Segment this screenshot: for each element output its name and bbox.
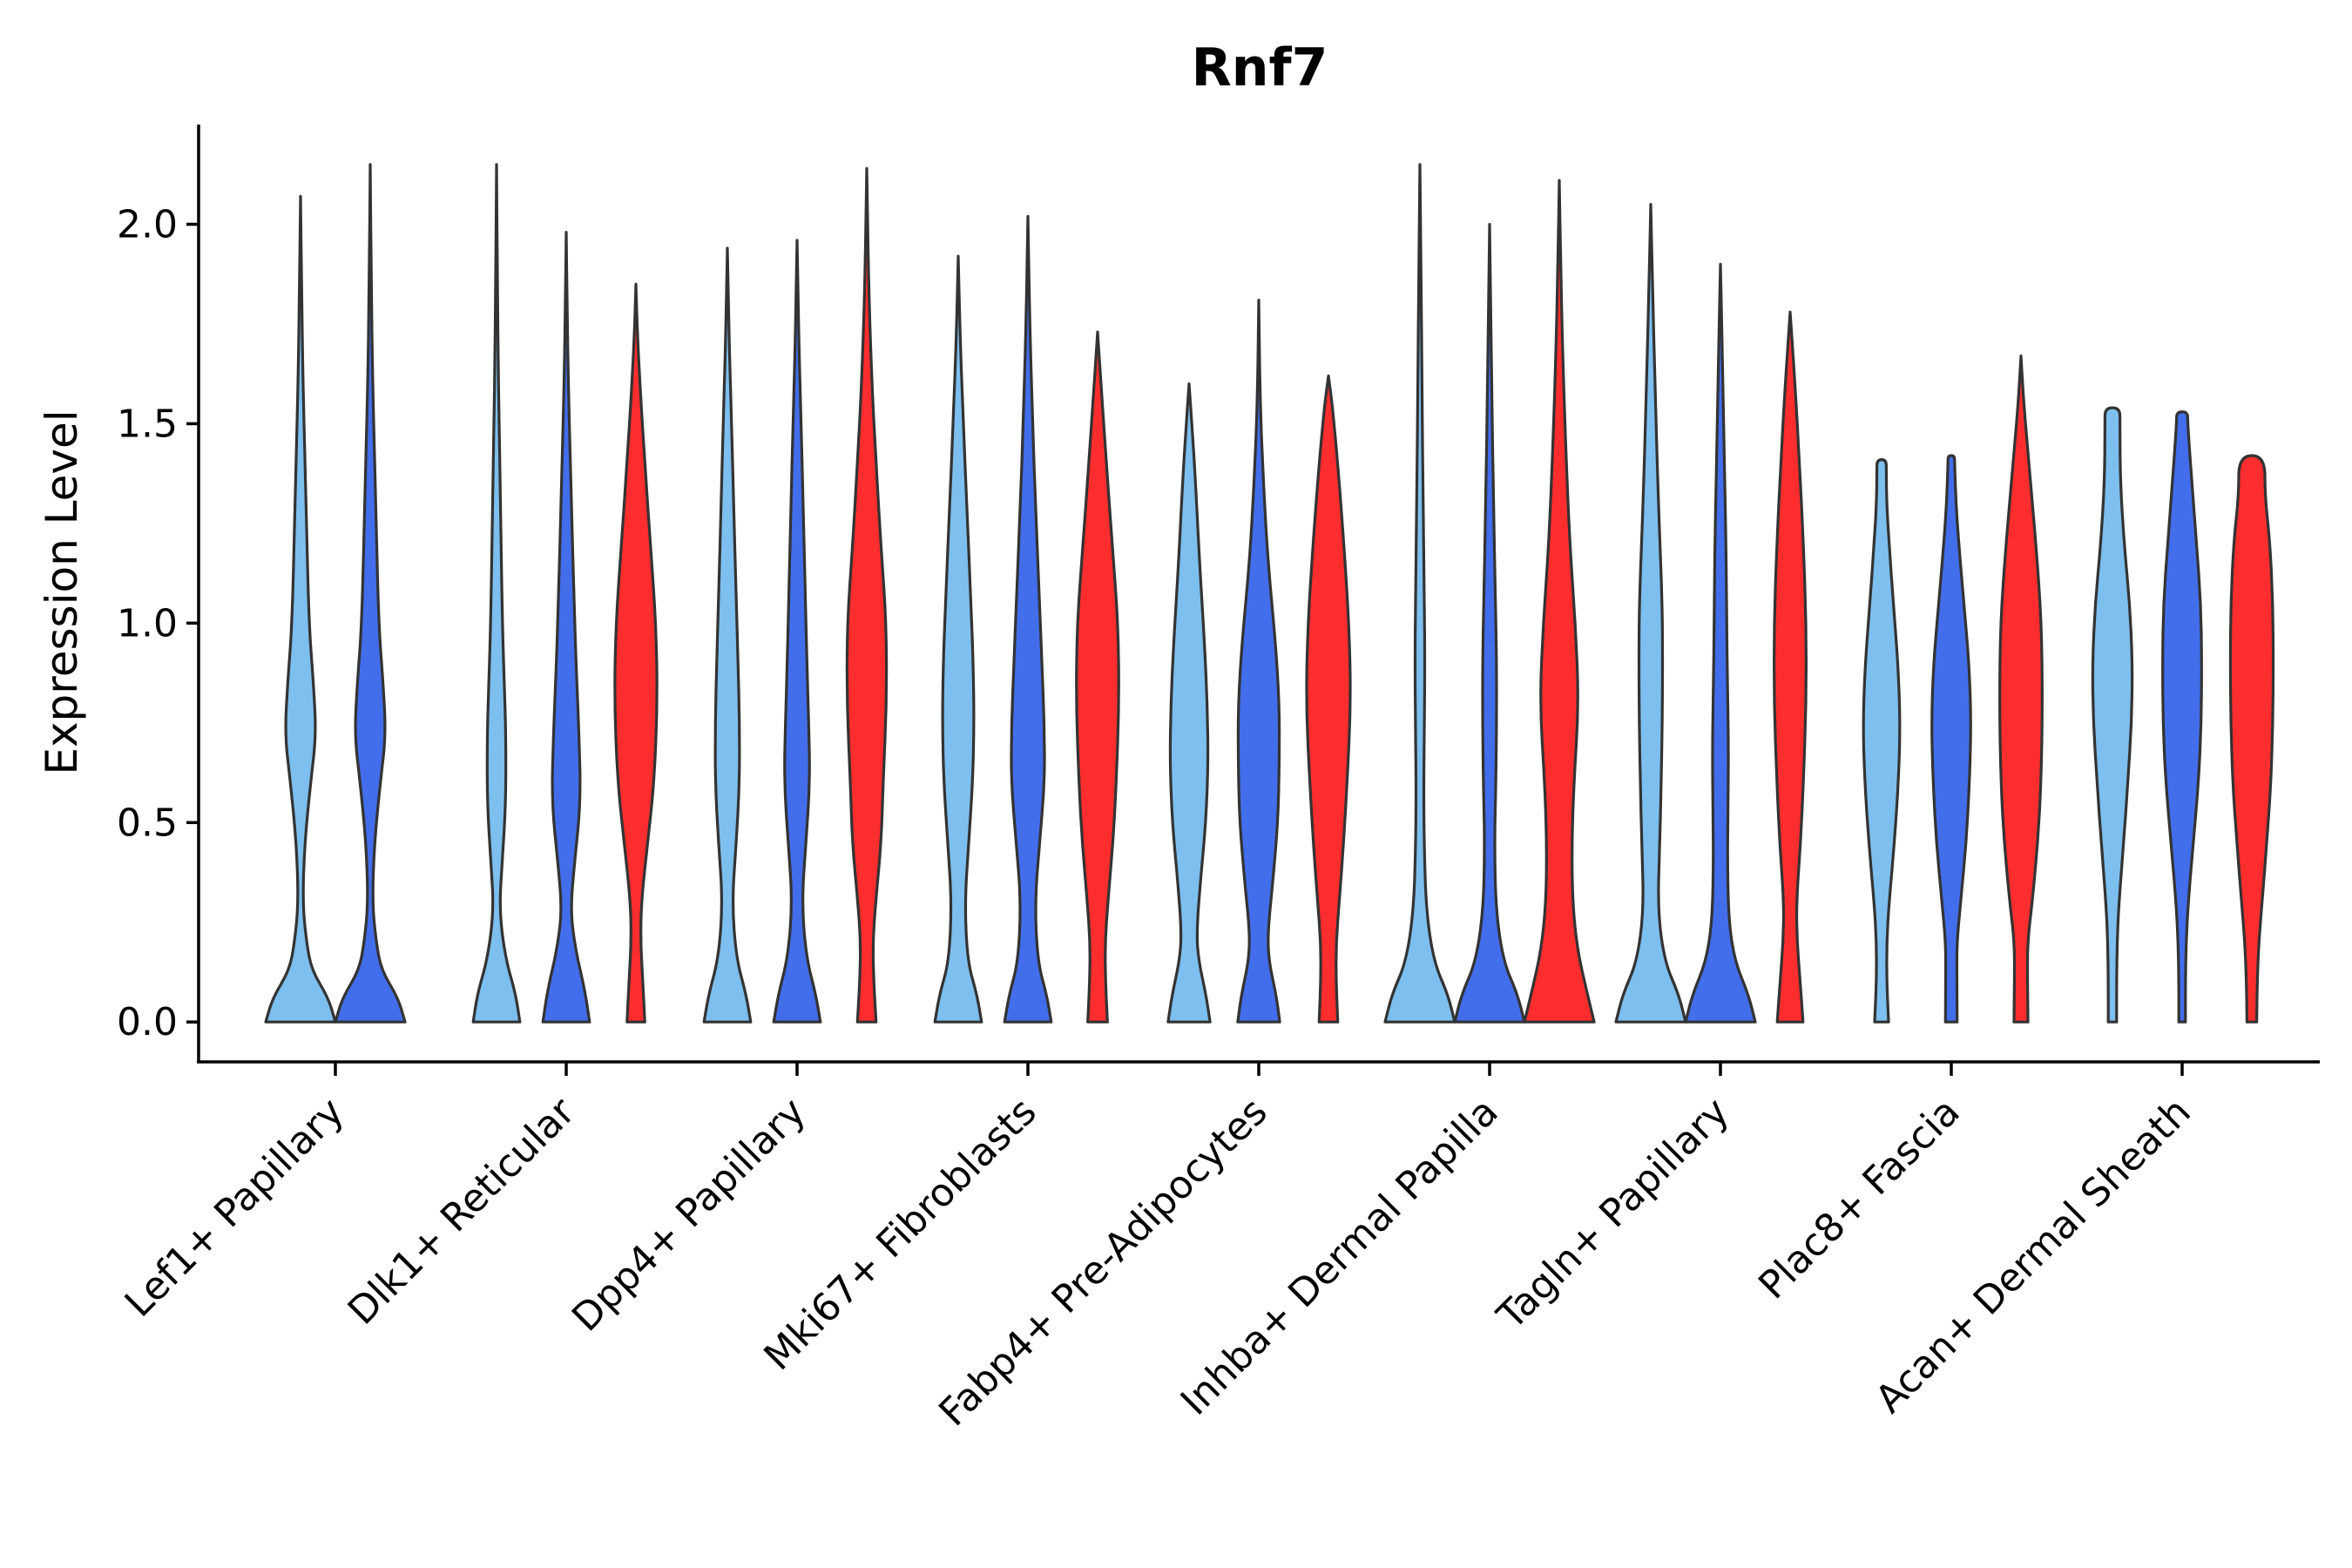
x-tick-label: Lef1+ Papillary — [117, 1090, 353, 1326]
violin-red — [845, 166, 889, 1024]
violin-blue — [334, 163, 407, 1024]
violin-light-blue — [264, 194, 337, 1024]
violin-red — [1998, 355, 2044, 1024]
violin-red — [613, 282, 659, 1024]
violin-blue — [541, 231, 591, 1024]
violin-light-blue — [1862, 458, 1902, 1024]
x-tick-label: Dpp4+ Papillary — [564, 1090, 814, 1341]
violin-blue — [772, 239, 822, 1024]
x-tick-label: Dlk1+ Reticular — [340, 1089, 585, 1334]
violin-red — [1773, 310, 1808, 1024]
violin-red — [1523, 179, 1596, 1024]
violin-blue — [1684, 262, 1757, 1024]
y-tick-label: 0.0 — [117, 1000, 178, 1044]
x-tick-label: Tagln+ Papillary — [1489, 1090, 1738, 1339]
violin-light-blue — [471, 163, 522, 1024]
violin-light-blue — [1166, 382, 1212, 1024]
violin-red — [2228, 454, 2275, 1024]
x-tick-label: Plac8+ Fascia — [1750, 1090, 1969, 1308]
y-tick-label: 1.5 — [117, 402, 178, 446]
violin-light-blue — [702, 247, 753, 1024]
violin-light-blue — [1383, 163, 1456, 1024]
violin-blue — [1930, 454, 1972, 1024]
violin-blue — [1453, 222, 1526, 1024]
y-tick-label: 0.5 — [117, 801, 178, 845]
y-tick-label: 1.0 — [117, 601, 178, 645]
violin-group — [264, 163, 2275, 1024]
y-tick-label: 2.0 — [117, 202, 178, 247]
violin-light-blue — [2091, 406, 2134, 1024]
violin-red — [1075, 330, 1120, 1024]
chart-title: Rnf7 — [1192, 37, 1328, 98]
violin-blue — [2161, 410, 2203, 1024]
violin-light-blue — [933, 254, 983, 1024]
violin-red — [1305, 374, 1352, 1024]
y-axis-label: Expression Level — [37, 409, 87, 774]
y-ticks: 0.0 0.5 1.0 1.5 2.0 — [117, 202, 199, 1044]
violin-light-blue — [1614, 203, 1687, 1024]
violin-blue — [1003, 214, 1053, 1024]
violin-blue — [1236, 298, 1281, 1024]
